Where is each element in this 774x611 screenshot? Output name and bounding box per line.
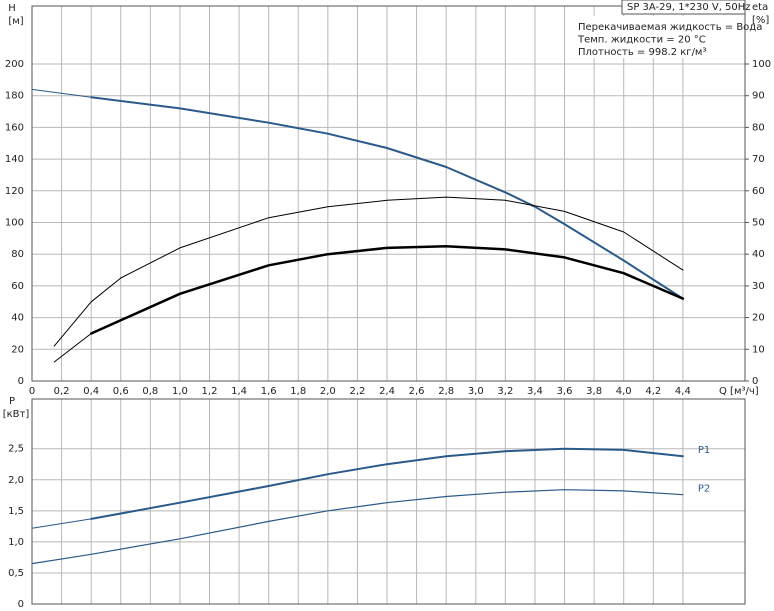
curve [89,245,685,335]
x-tick-label: 0,4 [83,386,99,397]
y-tick-label: 2,0 [8,475,24,486]
x-tick-label: 3,2 [497,386,513,397]
plot-frame [31,398,746,605]
title-box [621,0,746,15]
y-axis-label: H [8,3,16,14]
y-tick-label: 40 [11,313,24,324]
y2-tick-label: 20 [752,313,765,324]
annotation: Темп. жидкости = 20 °C [577,35,706,46]
y-tick-label: 2,5 [8,444,24,455]
x-tick-label: 1,4 [231,386,247,397]
y2-tick-label: 50 [752,218,765,229]
y-tick-label: 140 [5,154,24,165]
plot-frame [31,5,746,382]
y-tick-label: 80 [11,249,24,260]
y-tick-label: 160 [5,122,24,133]
y2-tick-label: 0 [752,376,758,387]
y-tick-label: 20 [11,344,24,355]
x-tick-label: 2,8 [438,386,454,397]
x-axis-label: Q [м³/ч] [719,386,759,397]
x-tick-label: 4,2 [645,386,661,397]
x-tick-label: 1,0 [172,386,188,397]
series-label: P1 [698,445,710,456]
y2-axis-label: eta [752,2,768,13]
y-tick-label: 200 [5,59,24,70]
y-tick-label: 100 [5,218,24,229]
x-tick-label: 4,0 [616,386,632,397]
y-tick-label: 60 [11,281,24,292]
x-tick-label: 1,8 [290,386,306,397]
curve [53,196,684,347]
annotation-box [574,16,743,58]
y-tick-label: 180 [5,91,24,102]
x-tick-label: 3,6 [557,386,573,397]
y-axis-label: P [9,396,15,407]
series-label: P2 [698,484,710,495]
curve [90,96,684,300]
y-axis-unit: [кВт] [3,409,30,420]
y-axis-unit: [м] [8,16,23,27]
y2-tick-label: 10 [752,344,765,355]
y2-tick-label: 70 [752,154,765,165]
y2-tick-label: 100 [752,59,771,70]
curve [31,88,92,98]
curve [31,518,92,529]
curve [53,333,92,363]
x-tick-label: 1,2 [202,386,218,397]
y2-axis-unit: [%] [752,15,769,26]
y2-tick-label: 30 [752,281,765,292]
y2-tick-label: 90 [752,91,765,102]
x-tick-label: 3,4 [527,386,543,397]
x-tick-label: 0,2 [54,386,70,397]
y-tick-label: 0 [18,599,24,610]
x-tick-label: 0,6 [113,386,129,397]
y-tick-label: 0,5 [8,568,24,579]
x-tick-label: 0,8 [142,386,158,397]
x-tick-label: 0 [29,386,35,397]
x-tick-label: 2,2 [349,386,365,397]
curve [90,447,684,520]
y-tick-label: 1,0 [8,537,24,548]
x-tick-label: 3,8 [586,386,602,397]
y2-tick-label: 80 [752,122,765,133]
y-tick-label: 1,5 [8,506,24,517]
annotation: Перекачиваемая жидкость = Вода [578,22,762,33]
x-tick-label: 1,6 [261,386,277,397]
x-tick-label: 2,0 [320,386,336,397]
x-tick-label: 2,4 [379,386,395,397]
y-tick-label: 120 [5,186,24,197]
curve [31,489,684,565]
annotation: Плотность = 998.2 кг/м³ [578,47,707,58]
x-tick-label: 2,6 [409,386,425,397]
y-tick-label: 0 [18,376,24,387]
chart-title: SP 3A-29, 1*230 V, 50Hz [627,2,751,13]
x-tick-label: 3,0 [468,386,484,397]
y2-tick-label: 40 [752,249,765,260]
x-tick-label: 4,4 [675,386,691,397]
y2-tick-label: 60 [752,186,765,197]
